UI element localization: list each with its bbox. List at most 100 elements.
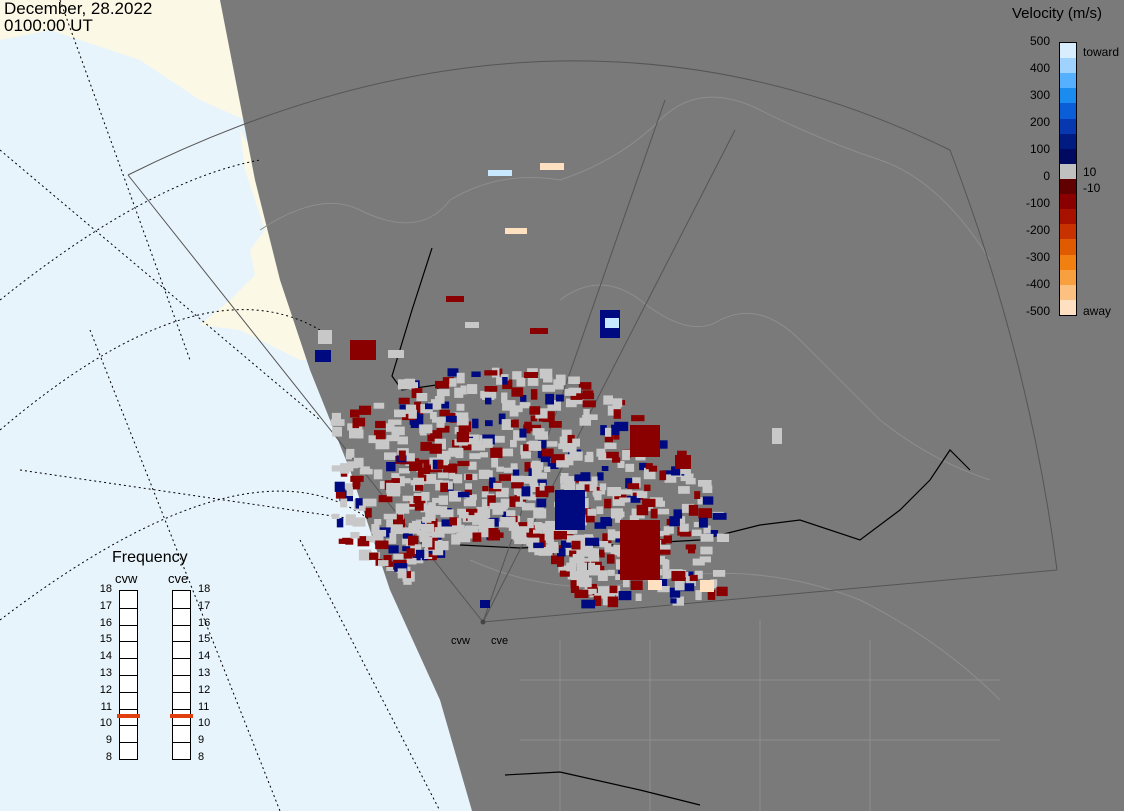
backscatter-cell (512, 371, 522, 380)
backscatter-cell (435, 380, 449, 389)
backscatter-cell (437, 401, 450, 409)
frequency-gridline (173, 675, 190, 676)
frequency-gridline (173, 742, 190, 744)
backscatter-cell (373, 469, 383, 480)
backscatter-cell (695, 590, 702, 601)
backscatter-cell (589, 564, 601, 576)
backscatter-cell (581, 507, 592, 515)
backscatter-cell (509, 496, 520, 508)
backscatter-cell (574, 534, 585, 541)
backscatter-cell (588, 555, 600, 563)
backscatter-cell (478, 519, 489, 529)
backscatter-cell (673, 509, 683, 519)
backscatter-cell (429, 443, 442, 454)
frequency-gridline (173, 624, 190, 626)
backscatter-cell (489, 502, 503, 510)
backscatter-cell (716, 586, 728, 597)
backscatter-cell (453, 520, 462, 530)
backscatter-cell (398, 450, 406, 461)
velocity-tick-label: -100 (1025, 196, 1050, 210)
velocity-tick-label: 0 (1043, 169, 1050, 183)
colorbar-segment (1060, 118, 1076, 135)
backscatter-cell (466, 525, 478, 535)
backscatter-cell (639, 462, 648, 471)
backscatter-cell (456, 372, 465, 384)
backscatter-cell (350, 532, 360, 539)
backscatter-cell (558, 443, 565, 450)
colorbar-segment (1060, 224, 1076, 240)
date-label: December, 28.2022 (4, 0, 153, 18)
frequency-radar-cvw: cvw (115, 571, 138, 586)
colorbar-segment (1060, 133, 1076, 150)
backscatter-cell (355, 498, 363, 509)
backscatter-cell (391, 428, 400, 437)
backscatter-cell (414, 544, 422, 554)
backscatter-cell (712, 512, 727, 520)
backscatter-cell (339, 493, 353, 502)
toward-label: toward (1083, 45, 1120, 59)
frequency-scale-label: 10 (99, 717, 112, 730)
colorbar-segment (1060, 179, 1076, 195)
backscatter-cell (565, 398, 577, 408)
frequency-scale-label: 17 (99, 599, 112, 612)
backscatter-cell (604, 543, 612, 553)
backscatter-cell (455, 412, 469, 422)
frequency-scale-label: 13 (198, 667, 211, 679)
backscatter-cell (642, 498, 656, 508)
backscatter-cell (388, 350, 404, 358)
backscatter-cell (491, 457, 499, 468)
backscatter-cell (692, 529, 702, 536)
backscatter-cell (597, 586, 609, 594)
backscatter-cell (332, 426, 342, 437)
backscatter-cell (582, 400, 596, 408)
backscatter-cell (421, 492, 430, 501)
backscatter-cell (572, 546, 586, 556)
night-shadow (220, 0, 1124, 811)
backscatter-cell (498, 413, 506, 425)
backscatter-cell (397, 568, 407, 579)
backscatter-cell (394, 563, 408, 572)
backscatter-cell (359, 505, 366, 511)
backscatter-cell (384, 452, 397, 460)
backscatter-cell (437, 460, 444, 470)
backscatter-cell (581, 599, 596, 609)
backscatter-cell (606, 451, 619, 459)
backscatter-cell (485, 420, 493, 427)
graticule (0, 0, 441, 811)
backscatter-cell (669, 587, 681, 598)
backscatter-cell (372, 529, 387, 537)
backscatter-cell (681, 503, 695, 513)
frequency-gridline (173, 607, 190, 609)
backscatter-cell (524, 476, 538, 484)
frequency-box (119, 590, 138, 760)
backscatter-cell (433, 506, 448, 515)
backscatter-cell (409, 414, 424, 425)
backscatter-cell (688, 504, 699, 516)
backscatter-cell (477, 508, 490, 519)
backscatter-cell (542, 384, 556, 392)
backscatter-cell (492, 435, 505, 443)
backscatter-cell (527, 375, 539, 386)
frequency-gridline (120, 658, 137, 660)
backscatter-cell (536, 479, 547, 486)
backscatter-cell (353, 457, 364, 468)
backscatter-cell (600, 425, 607, 436)
away-label: away (1083, 304, 1112, 318)
backscatter-cell (619, 497, 631, 503)
backscatter-cell (358, 549, 372, 561)
frequency-marker (170, 714, 193, 718)
backscatter-cell (404, 404, 417, 414)
backscatter-cell (657, 508, 670, 515)
backscatter-cell (421, 551, 429, 557)
backscatter-cell (404, 378, 416, 389)
backscatter-cell (699, 556, 711, 563)
backscatter-cell (454, 387, 464, 398)
backscatter-cell (478, 527, 490, 538)
backscatter-cell (644, 484, 651, 491)
backscatter-cell (420, 504, 433, 513)
backscatter-cell (694, 570, 703, 579)
backscatter-cell (577, 562, 587, 573)
backscatter-cell (559, 570, 570, 577)
backscatter-cell (431, 531, 445, 538)
backscatter-cell (409, 460, 423, 471)
